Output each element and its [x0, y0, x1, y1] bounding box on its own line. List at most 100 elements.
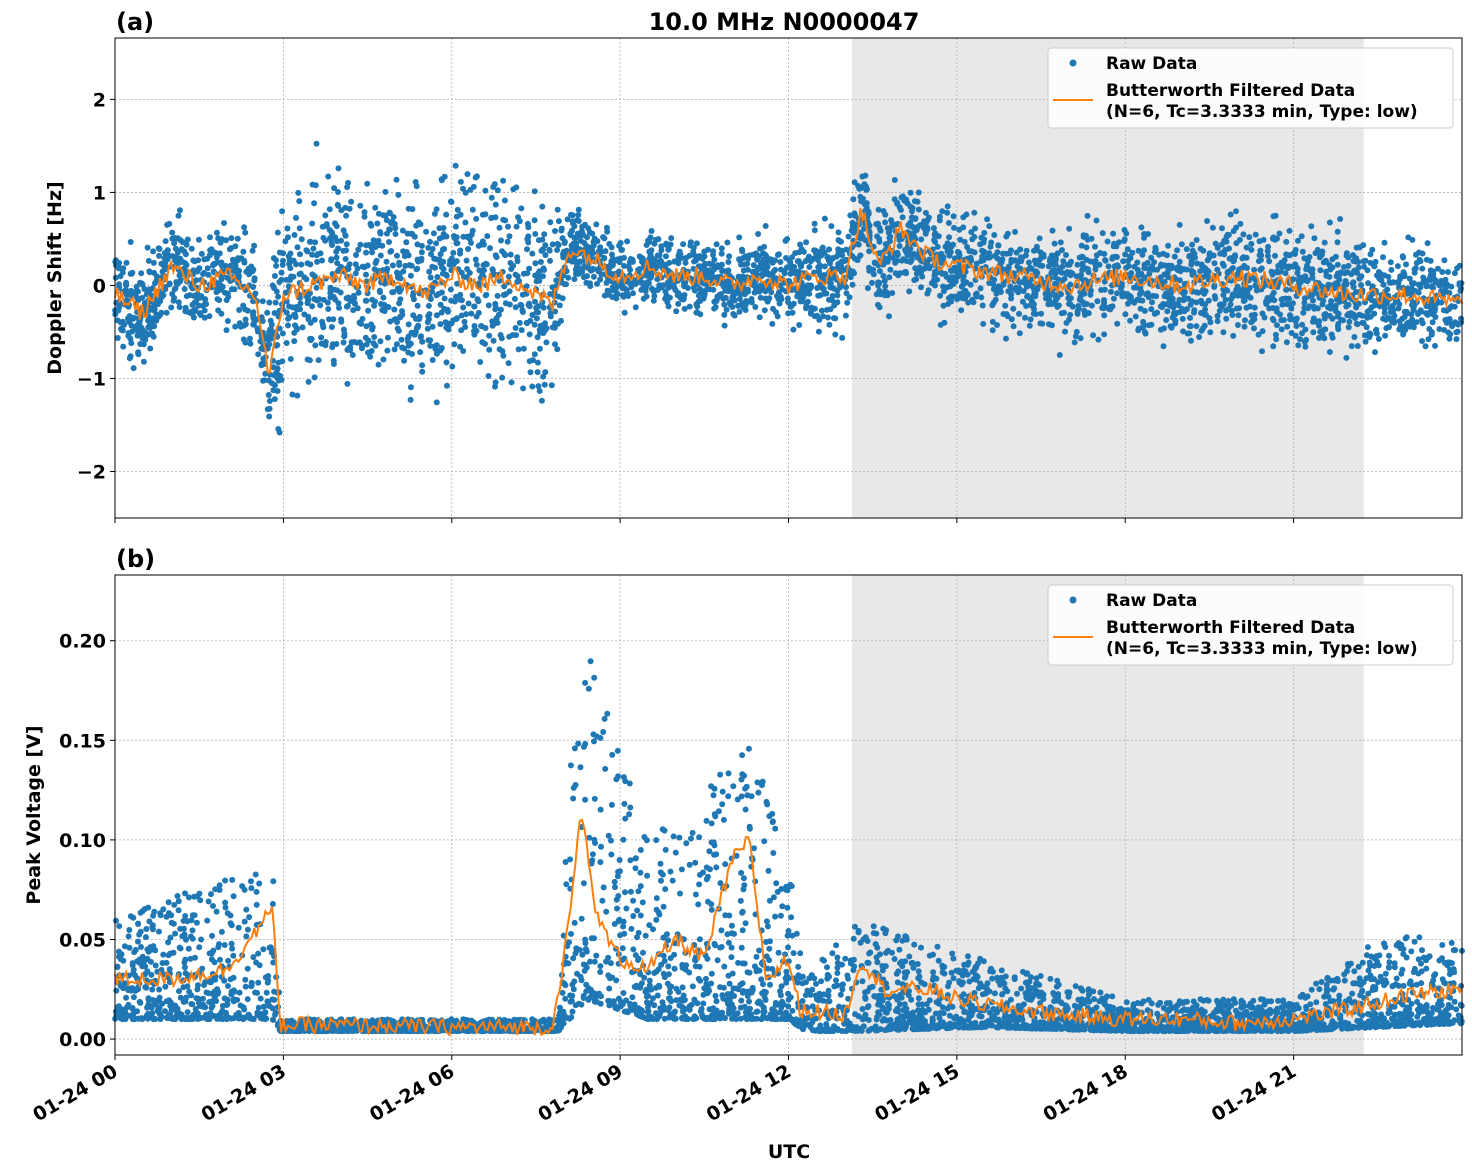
raw-data-point — [1061, 309, 1067, 316]
raw-data-point — [385, 304, 392, 311]
raw-data-point — [1329, 334, 1336, 341]
raw-data-point — [524, 270, 531, 277]
raw-data-point — [425, 302, 432, 309]
raw-data-point — [1343, 354, 1350, 361]
raw-data-point — [1316, 335, 1322, 341]
raw-data-point — [223, 297, 230, 304]
raw-data-point — [318, 340, 325, 347]
raw-data-point — [864, 285, 871, 292]
raw-data-point — [614, 747, 621, 754]
raw-data-point — [168, 304, 175, 311]
raw-data-point — [353, 252, 359, 258]
raw-data-point — [637, 883, 644, 890]
raw-data-point — [850, 196, 857, 203]
raw-data-point — [1171, 253, 1178, 260]
raw-data-point — [408, 230, 415, 237]
raw-data-point — [989, 302, 996, 309]
raw-data-point — [1110, 295, 1117, 302]
raw-data-point — [123, 259, 130, 266]
raw-data-point — [383, 258, 390, 265]
raw-data-point — [934, 243, 941, 250]
raw-data-point — [511, 295, 518, 302]
raw-data-point — [333, 248, 340, 255]
raw-data-point — [901, 269, 908, 276]
raw-data-point — [1408, 285, 1415, 292]
raw-data-point — [1212, 240, 1219, 247]
raw-data-point — [1012, 228, 1018, 235]
raw-data-point — [880, 272, 887, 279]
raw-data-point — [469, 227, 476, 234]
raw-data-point — [1022, 314, 1028, 321]
raw-data-point — [279, 358, 286, 365]
raw-data-point — [1310, 297, 1316, 304]
raw-data-point — [478, 323, 485, 329]
raw-data-point — [377, 289, 383, 296]
raw-data-point — [1346, 318, 1353, 325]
raw-data-point — [1416, 309, 1423, 316]
raw-data-point — [1280, 317, 1287, 323]
raw-data-point — [944, 240, 951, 247]
raw-data-point — [939, 208, 946, 215]
raw-data-point — [1214, 312, 1221, 319]
raw-data-point — [1338, 316, 1345, 323]
raw-data-point — [1334, 239, 1341, 246]
raw-data-point — [232, 243, 239, 250]
raw-data-point — [1353, 244, 1360, 251]
raw-data-point — [437, 301, 444, 308]
raw-data-point — [995, 242, 1002, 249]
raw-data-point — [1237, 220, 1244, 227]
raw-data-point — [1058, 291, 1064, 298]
raw-data-point — [1084, 266, 1091, 273]
raw-data-point — [330, 316, 337, 323]
raw-data-point — [519, 291, 526, 298]
raw-data-point — [671, 965, 678, 972]
raw-data-point — [175, 212, 182, 219]
raw-data-point — [181, 286, 188, 292]
raw-data-point — [335, 202, 342, 209]
raw-data-point — [1233, 208, 1239, 215]
raw-data-point — [390, 289, 397, 296]
raw-data-point — [584, 273, 590, 280]
raw-data-point — [335, 189, 341, 195]
raw-data-point — [839, 247, 846, 254]
raw-data-point — [1003, 233, 1010, 240]
raw-data-point — [908, 256, 915, 263]
raw-data-point — [1441, 282, 1448, 288]
raw-data-point — [323, 223, 330, 230]
raw-data-point — [292, 322, 298, 329]
raw-data-point — [700, 295, 707, 302]
raw-data-point — [1387, 304, 1394, 311]
raw-data-point — [696, 834, 703, 841]
raw-data-point — [1248, 240, 1255, 247]
raw-data-point — [1299, 321, 1306, 328]
raw-data-point — [311, 200, 318, 207]
raw-data-point — [625, 263, 632, 270]
raw-data-point — [991, 276, 998, 283]
raw-data-point — [863, 186, 870, 193]
raw-data-point — [1319, 248, 1326, 255]
raw-data-point — [1214, 318, 1221, 325]
raw-data-point — [1074, 308, 1081, 315]
raw-data-point — [1218, 241, 1225, 248]
raw-data-point — [1442, 276, 1449, 283]
raw-data-point — [548, 382, 555, 389]
raw-data-point — [1220, 292, 1227, 298]
raw-data-point — [292, 314, 299, 320]
raw-data-point — [1259, 348, 1265, 355]
raw-data-point — [967, 281, 974, 288]
raw-data-point — [1326, 261, 1333, 268]
raw-data-point — [1204, 267, 1211, 274]
raw-data-point — [1104, 238, 1111, 245]
raw-data-point — [1448, 283, 1455, 290]
raw-data-point — [832, 331, 839, 338]
raw-data-point — [371, 334, 378, 340]
raw-data-point — [343, 241, 350, 248]
raw-data-point — [981, 236, 988, 243]
raw-data-point — [1308, 223, 1315, 230]
raw-data-point — [384, 347, 391, 354]
raw-data-point — [1303, 266, 1310, 273]
raw-data-point — [796, 322, 803, 328]
raw-data-point — [1394, 263, 1401, 270]
raw-data-point — [328, 229, 335, 236]
raw-data-point — [344, 346, 351, 353]
